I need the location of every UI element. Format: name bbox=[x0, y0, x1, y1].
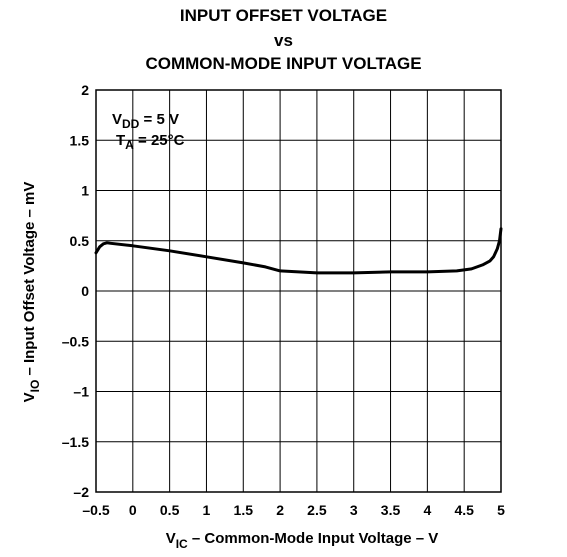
y-tick-label: 0.5 bbox=[70, 233, 90, 249]
y-tick-label: 2 bbox=[81, 82, 89, 98]
x-tick-label: 1 bbox=[203, 502, 211, 518]
chart-title-line-2: vs bbox=[274, 31, 293, 50]
x-tick-label: 4.5 bbox=[454, 502, 474, 518]
x-tick-label: 2.5 bbox=[307, 502, 327, 518]
x-tick-label: 0 bbox=[129, 502, 137, 518]
y-tick-label: 0 bbox=[81, 283, 89, 299]
y-tick-label: 1 bbox=[81, 183, 89, 199]
x-tick-labels: –0.5 0 0.5 1 1.5 2 2.5 3 3.5 4 4.5 5 bbox=[82, 502, 505, 518]
y-tick-label: –2 bbox=[73, 484, 89, 500]
chart-title-line-1: INPUT OFFSET VOLTAGE bbox=[179, 6, 388, 25]
annotation-ta: TA = 25°C bbox=[116, 132, 185, 152]
grid-lines bbox=[95, 89, 502, 493]
x-tick-label: 3.5 bbox=[381, 502, 401, 518]
annotation-vdd: VDD = 5 V bbox=[112, 111, 179, 131]
x-tick-label: 5 bbox=[497, 502, 505, 518]
x-tick-label: 2 bbox=[276, 502, 284, 518]
plot-frame bbox=[95, 89, 502, 493]
y-tick-label: 1.5 bbox=[70, 132, 90, 148]
x-tick-label: 4 bbox=[423, 502, 431, 518]
x-tick-label: 1.5 bbox=[234, 502, 254, 518]
y-axis-label: VIO – Input Offset Voltage – mV bbox=[21, 182, 42, 403]
x-axis-label: VIC – Common-Mode Input Voltage – V bbox=[166, 530, 439, 551]
chart-title-line-3: COMMON-MODE INPUT VOLTAGE bbox=[145, 54, 422, 73]
y-tick-label: –1 bbox=[73, 384, 89, 400]
x-tick-label: 3 bbox=[350, 502, 358, 518]
series-line-offset-voltage bbox=[94, 227, 503, 275]
y-tick-label: –1.5 bbox=[62, 434, 89, 450]
y-tick-labels: 2 1.5 1 0.5 0 –0.5 –1 –1.5 –2 bbox=[62, 82, 89, 500]
y-tick-label: –0.5 bbox=[62, 333, 89, 349]
x-tick-label: 0.5 bbox=[160, 502, 180, 518]
x-tick-label: –0.5 bbox=[82, 502, 109, 518]
